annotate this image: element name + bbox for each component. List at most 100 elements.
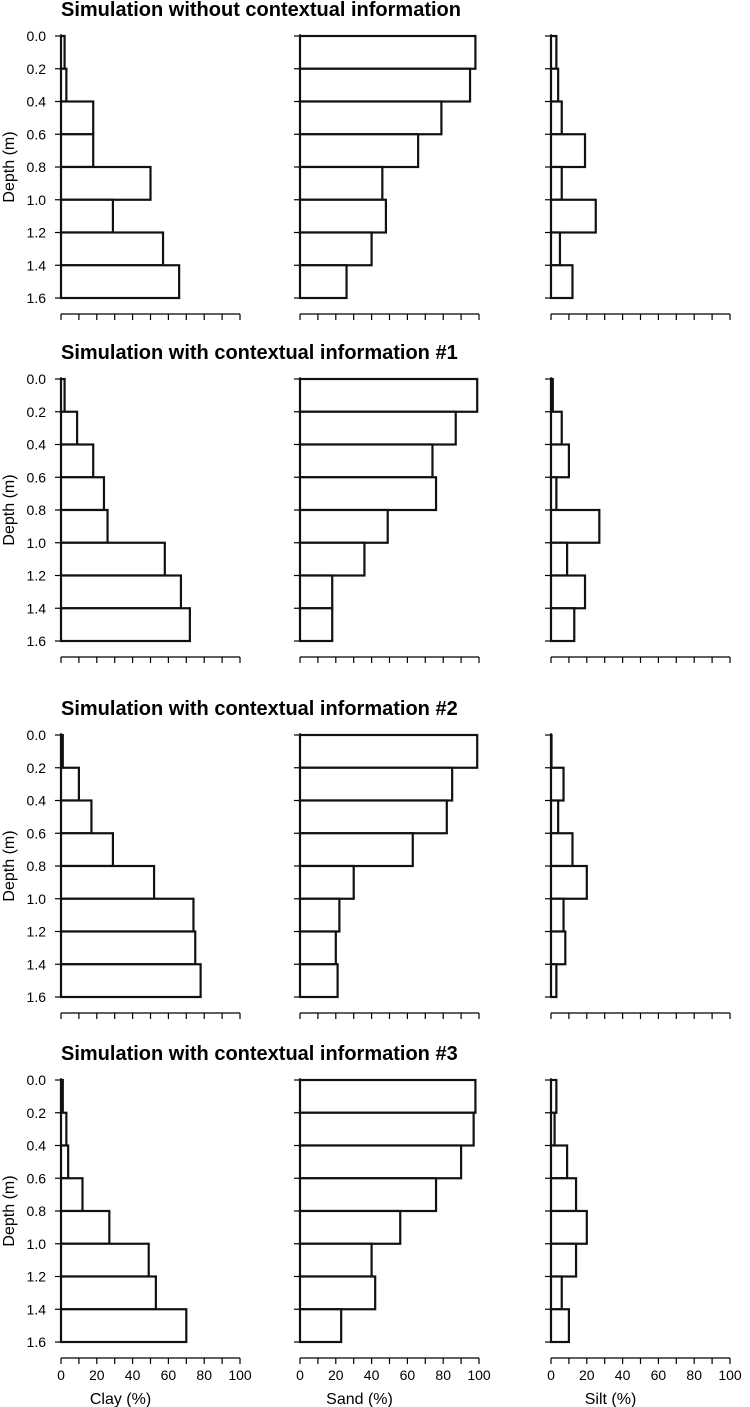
clay-bar <box>59 766 80 802</box>
sand-bar <box>298 574 334 610</box>
panel-3: Simulation with contextual information #… <box>1 698 731 1019</box>
sand-bar <box>298 377 479 413</box>
sand-bar <box>298 100 443 136</box>
sand-bar <box>298 733 479 769</box>
x-tick-label: 60 <box>651 1367 667 1383</box>
y-tick-label: 1.2 <box>27 1269 47 1285</box>
silt-bar <box>549 264 574 300</box>
sand-bar <box>298 1242 373 1278</box>
sand-bar <box>298 1078 477 1114</box>
clay-bar <box>59 476 106 512</box>
y-tick-label: 0.8 <box>27 1203 47 1219</box>
y-tick-label: 1.2 <box>27 225 47 241</box>
y-tick-label: 1.0 <box>27 535 47 551</box>
y-tick-label: 0.0 <box>27 371 47 387</box>
y-tick-label: 1.2 <box>27 568 47 584</box>
clay-bar <box>59 897 195 933</box>
y-tick-label: 0.0 <box>27 727 47 743</box>
y-tick-label: 0.8 <box>27 858 47 874</box>
y-tick-label: 0.0 <box>27 28 47 44</box>
clay-bar <box>59 832 115 868</box>
sand-bar <box>298 443 434 479</box>
panel-4: Simulation with contextual information #… <box>1 1043 742 1407</box>
sand-bar <box>298 198 388 234</box>
x-tick-label: 60 <box>161 1367 177 1383</box>
clay-bar <box>59 508 109 544</box>
y-tick-label: 0.2 <box>27 760 47 776</box>
y-tick-label: 1.4 <box>27 257 47 273</box>
silt-column <box>545 34 731 320</box>
sand-bar <box>298 607 334 643</box>
clay-bar <box>59 1209 111 1245</box>
sand-bar <box>298 264 348 300</box>
sand-bar <box>298 133 420 169</box>
panel-title: Simulation with contextual information #… <box>61 1043 458 1065</box>
y-tick-label: 0.2 <box>27 61 47 77</box>
silt-bar <box>549 1209 588 1245</box>
x-axis-label: Silt (%) <box>585 1391 637 1407</box>
silt-bar <box>549 607 576 643</box>
x-tick-label: 40 <box>615 1367 631 1383</box>
y-axis-label: Depth (m) <box>1 474 18 545</box>
sand-bar <box>298 508 389 544</box>
sand-bar <box>298 1144 463 1180</box>
silt-bar <box>549 377 554 413</box>
y-axis-label: Depth (m) <box>1 131 18 202</box>
clay-bar <box>59 1177 84 1213</box>
y-tick-label: 0.8 <box>27 159 47 175</box>
y-tick-label: 1.4 <box>27 956 47 972</box>
sand-bar <box>298 766 454 802</box>
sand-column: 0 20 40 60 80 100 Sand (%) <box>294 1078 491 1407</box>
y-tick-label: 0.6 <box>27 825 47 841</box>
clay-bar <box>59 67 68 103</box>
silt-bar <box>549 133 587 169</box>
x-tick-label: 0 <box>547 1367 555 1383</box>
panel-title: Simulation with contextual information #… <box>61 698 458 720</box>
sand-bar <box>298 1308 343 1344</box>
x-tick-label: 40 <box>125 1367 141 1383</box>
silt-bar <box>549 1078 558 1114</box>
sand-bar <box>298 799 448 835</box>
y-axis-label: Depth (m) <box>1 1175 18 1246</box>
x-tick-label: 100 <box>718 1367 742 1383</box>
y-tick-label: 0.8 <box>27 502 47 518</box>
clay-bar <box>59 1111 68 1147</box>
clay-bar <box>59 1144 70 1180</box>
silt-bar <box>549 574 587 610</box>
silt-column <box>545 377 731 663</box>
sand-bar <box>298 897 341 933</box>
y-tick-label: 1.6 <box>27 1334 47 1350</box>
clay-bar <box>59 377 66 413</box>
y-tick-label: 0.4 <box>27 437 47 453</box>
silt-bar <box>549 34 558 70</box>
clay-bar <box>59 930 197 966</box>
clay-column <box>55 34 241 320</box>
silt-bar <box>549 1111 556 1147</box>
sand-bar <box>298 1177 438 1213</box>
x-tick-label: 100 <box>467 1367 491 1383</box>
clay-bar <box>59 198 115 234</box>
y-tick-label: 1.4 <box>27 1301 47 1317</box>
clay-column <box>55 377 241 663</box>
clay-bar <box>59 799 93 835</box>
silt-bar <box>549 897 565 933</box>
silt-bar <box>549 1308 570 1344</box>
y-tick-label: 1.6 <box>27 633 47 649</box>
clay-bar <box>59 443 95 479</box>
clay-bar <box>59 34 66 70</box>
silt-column: 0 20 40 60 80 100 Silt (%) <box>545 1078 742 1407</box>
silt-bar <box>549 733 553 769</box>
y-tick-label: 0.6 <box>27 1170 47 1186</box>
silt-bar <box>549 443 570 479</box>
y-axis-label: Depth (m) <box>1 830 18 901</box>
sand-bar <box>298 34 477 70</box>
sand-bar <box>298 832 414 868</box>
silt-bar <box>549 1275 563 1311</box>
silt-bar <box>549 165 563 201</box>
silt-bar <box>549 1177 578 1213</box>
panel-2: Simulation with contextual information #… <box>1 342 731 663</box>
y-tick-label: 1.0 <box>27 192 47 208</box>
sand-bar <box>298 541 366 577</box>
sand-bar <box>298 1275 377 1311</box>
x-tick-label: 0 <box>296 1367 304 1383</box>
